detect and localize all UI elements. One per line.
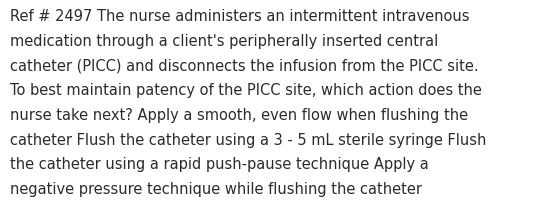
Text: nurse take next? Apply a smooth, even flow when flushing the: nurse take next? Apply a smooth, even fl… <box>10 108 468 123</box>
Text: To best maintain patency of the PICC site, which action does the: To best maintain patency of the PICC sit… <box>10 83 482 98</box>
Text: negative pressure technique while flushing the catheter: negative pressure technique while flushi… <box>10 182 422 197</box>
Text: Ref # 2497 The nurse administers an intermittent intravenous: Ref # 2497 The nurse administers an inte… <box>10 9 469 24</box>
Text: the catheter using a rapid push-pause technique Apply a: the catheter using a rapid push-pause te… <box>10 157 429 172</box>
Text: catheter (PICC) and disconnects the infusion from the PICC site.: catheter (PICC) and disconnects the infu… <box>10 59 479 74</box>
Text: catheter Flush the catheter using a 3 - 5 mL sterile syringe Flush: catheter Flush the catheter using a 3 - … <box>10 133 487 148</box>
Text: medication through a client's peripherally inserted central: medication through a client's peripheral… <box>10 34 438 49</box>
